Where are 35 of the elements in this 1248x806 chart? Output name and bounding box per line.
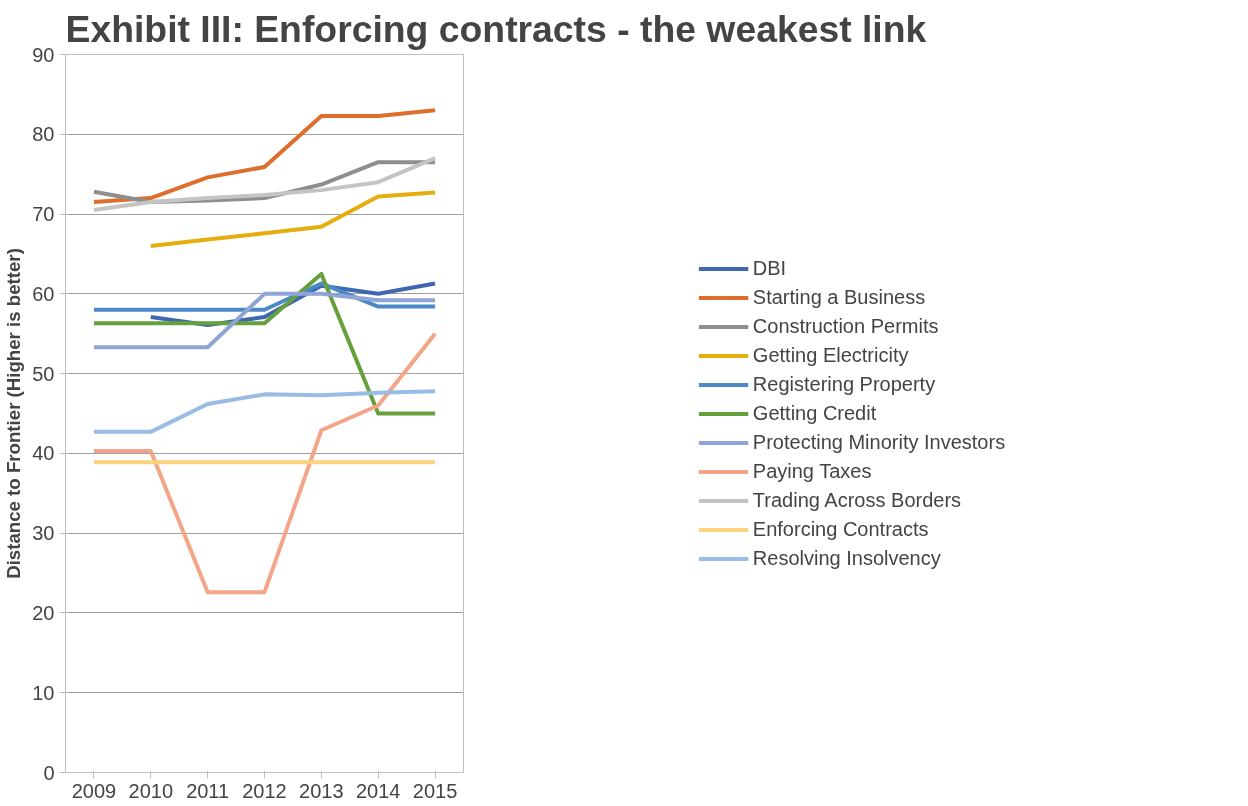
- y-tick-label: 40: [32, 442, 55, 465]
- legend-label: Paying Taxes: [752, 459, 872, 483]
- legend-label: Trading Across Borders: [752, 488, 962, 512]
- x-tick-label: 2012: [242, 779, 287, 802]
- legend-label: Getting Electricity: [752, 343, 909, 367]
- legend-label: Resolving Insolvency: [752, 546, 941, 570]
- legend-label: Enforcing Contracts: [752, 517, 929, 541]
- legend-label: Registering Property: [752, 372, 936, 396]
- y-tick-label: 50: [32, 362, 55, 385]
- y-tick-label: 30: [32, 522, 55, 545]
- legend-label: Construction Permits: [752, 314, 939, 338]
- line-series: [91, 331, 438, 595]
- line-series: [91, 389, 438, 434]
- y-tick-label: 70: [32, 203, 55, 226]
- x-tick-label: 2015: [412, 779, 458, 802]
- y-tick-label: 60: [32, 282, 55, 305]
- legend-label: Starting a Business: [752, 285, 926, 309]
- legend-label: Getting Credit: [752, 401, 877, 425]
- x-tick-label: 2011: [186, 779, 230, 802]
- y-axis-title: Distance to Frontier (Higher is better): [3, 248, 25, 579]
- legend-label: DBI: [752, 256, 787, 280]
- x-tick-label: 2010: [128, 779, 174, 802]
- line-series: [91, 108, 438, 205]
- x-tick-label: 2009: [71, 779, 117, 802]
- legend-label: Protecting Minority Investors: [752, 430, 1006, 454]
- line-series: [91, 156, 438, 213]
- y-tick-label: 0: [43, 761, 55, 784]
- x-tick-label: 2013: [299, 779, 344, 802]
- y-tick-label: 80: [32, 123, 55, 146]
- line-series: [148, 190, 438, 248]
- x-tick-label: 2014: [355, 779, 401, 802]
- y-tick-label: 90: [32, 43, 55, 66]
- chart-title: Exhibit III: Enforcing contracts - the weakest link: [65, 7, 927, 50]
- y-tick-label: 10: [32, 681, 55, 704]
- y-tick-label: 20: [32, 601, 55, 624]
